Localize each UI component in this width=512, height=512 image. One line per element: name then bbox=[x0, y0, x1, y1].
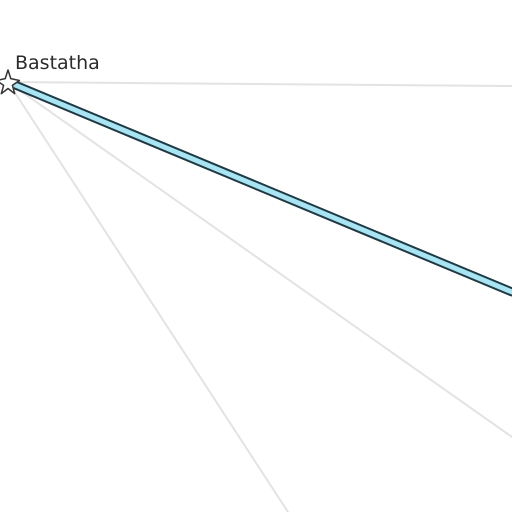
faint-routes bbox=[7, 81, 512, 512]
faint-route-south bbox=[7, 81, 289, 512]
highlighted-route-fill bbox=[5, 79, 512, 295]
city-label: Bastatha bbox=[15, 52, 100, 74]
faint-route-southeast bbox=[7, 81, 512, 438]
highlighted-route[interactable] bbox=[3, 77, 512, 297]
star-icon[interactable] bbox=[0, 69, 21, 95]
city-bastatha[interactable]: Bastatha bbox=[0, 52, 100, 95]
faint-route-east bbox=[7, 81, 512, 87]
